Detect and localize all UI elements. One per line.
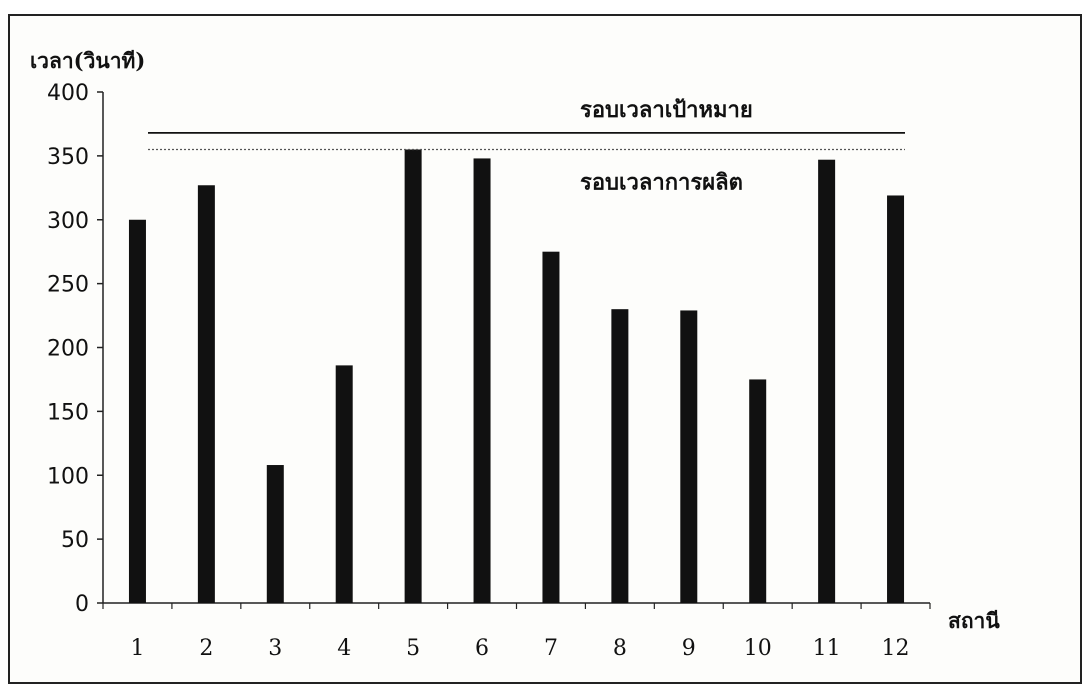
bar	[611, 309, 629, 603]
reference-line-label: รอบเวลาการผลิต	[580, 169, 743, 195]
bar	[128, 219, 146, 603]
bar	[266, 465, 284, 603]
x-tick-label: 2	[199, 636, 213, 661]
bars	[128, 149, 905, 604]
bar	[542, 251, 560, 603]
bar	[197, 185, 215, 603]
bar	[818, 159, 836, 603]
x-tick-label: 4	[337, 636, 351, 661]
bar	[473, 158, 491, 603]
x-axis: 1 2 3 4 5 6 7 8 9 10 11 12	[102, 602, 931, 661]
bar	[887, 195, 905, 604]
x-tick-label: 6	[475, 636, 489, 661]
y-axis: 0 50 100 150 200 250 300 350 400	[47, 81, 104, 617]
bar	[404, 149, 422, 604]
x-tick-label: 11	[813, 636, 841, 661]
y-axis-title: เวลา(วินาที)	[30, 48, 145, 73]
x-tick-label: 12	[882, 636, 910, 661]
y-tick-label: 50	[61, 528, 89, 553]
bar	[680, 310, 698, 603]
x-tick-label: 1	[130, 636, 144, 661]
bar	[335, 365, 353, 603]
bar	[749, 379, 767, 603]
x-axis-title: สถานี	[948, 608, 1000, 633]
x-tick-label: 10	[744, 636, 772, 661]
x-tick-label: 3	[268, 636, 282, 661]
y-tick-label: 100	[47, 464, 89, 489]
y-tick-label: 250	[47, 273, 89, 298]
x-tick-label: 8	[613, 636, 627, 661]
reference-line-label: รอบเวลาเป้าหมาย	[580, 97, 753, 123]
y-tick-label: 350	[47, 145, 89, 170]
x-tick-label: 7	[544, 636, 558, 661]
x-tick-label: 9	[682, 636, 696, 661]
x-tick-label: 5	[406, 636, 420, 661]
y-tick-label: 0	[75, 592, 89, 617]
y-tick-label: 150	[47, 400, 89, 425]
y-tick-label: 400	[47, 81, 89, 106]
y-tick-label: 300	[47, 209, 89, 234]
y-tick-label: 200	[47, 337, 89, 362]
